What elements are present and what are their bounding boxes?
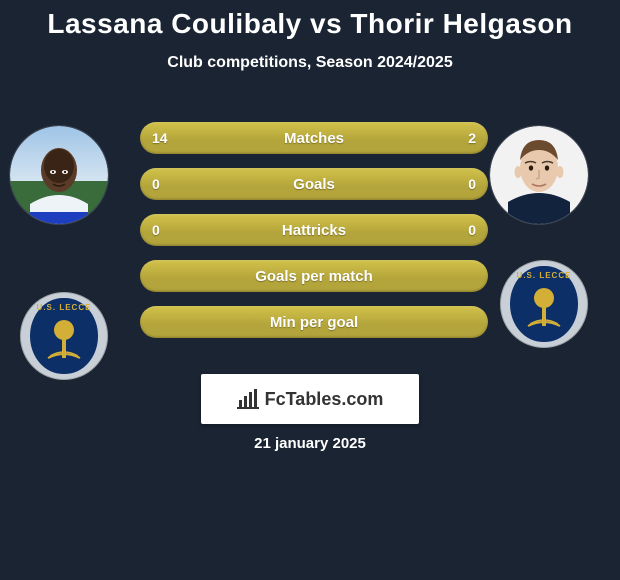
stat-left-value: 0 xyxy=(152,168,160,200)
stat-left-value: 14 xyxy=(152,122,168,154)
stat-label: Min per goal xyxy=(270,314,358,331)
bar-chart-icon xyxy=(237,389,259,409)
stat-right-value: 0 xyxy=(468,214,476,246)
player-right-photo-icon xyxy=(490,126,588,224)
club-right-name: U.S. LECCE xyxy=(517,271,572,280)
tree-icon xyxy=(524,284,564,328)
player-right-avatar xyxy=(490,126,588,224)
date-text: 21 january 2025 xyxy=(0,435,620,452)
stat-row-hattricks: 0 Hattricks 0 xyxy=(140,214,488,246)
stat-label: Goals per match xyxy=(255,268,373,285)
season-subtitle: Club competitions, Season 2024/2025 xyxy=(0,54,620,72)
stat-left-value: 0 xyxy=(152,214,160,246)
brand-text: FcTables.com xyxy=(265,389,384,410)
stat-right-value: 0 xyxy=(468,168,476,200)
page-title: Lassana Coulibaly vs Thorir Helgason xyxy=(0,0,620,40)
player-left-avatar xyxy=(10,126,108,224)
comparison-card: Lassana Coulibaly vs Thorir Helgason Clu… xyxy=(0,0,620,580)
club-right-badge: U.S. LECCE xyxy=(500,260,588,348)
stat-label: Goals xyxy=(293,176,335,193)
stat-right-value: 2 xyxy=(468,122,476,154)
stat-row-min-per-goal: Min per goal xyxy=(140,306,488,338)
stat-row-matches: 14 Matches 2 xyxy=(140,122,488,154)
tree-icon xyxy=(44,316,84,360)
stat-row-goals-per-match: Goals per match xyxy=(140,260,488,292)
stat-label: Hattricks xyxy=(282,222,346,239)
club-left-badge: U.S. LECCE xyxy=(20,292,108,380)
player-left-photo-icon xyxy=(10,126,108,224)
brand-badge: FcTables.com xyxy=(201,374,419,424)
club-left-name: U.S. LECCE xyxy=(37,303,92,312)
stat-row-goals: 0 Goals 0 xyxy=(140,168,488,200)
stat-label: Matches xyxy=(284,130,344,147)
stats-block: 14 Matches 2 0 Goals 0 0 Hattricks 0 Goa… xyxy=(140,122,488,352)
